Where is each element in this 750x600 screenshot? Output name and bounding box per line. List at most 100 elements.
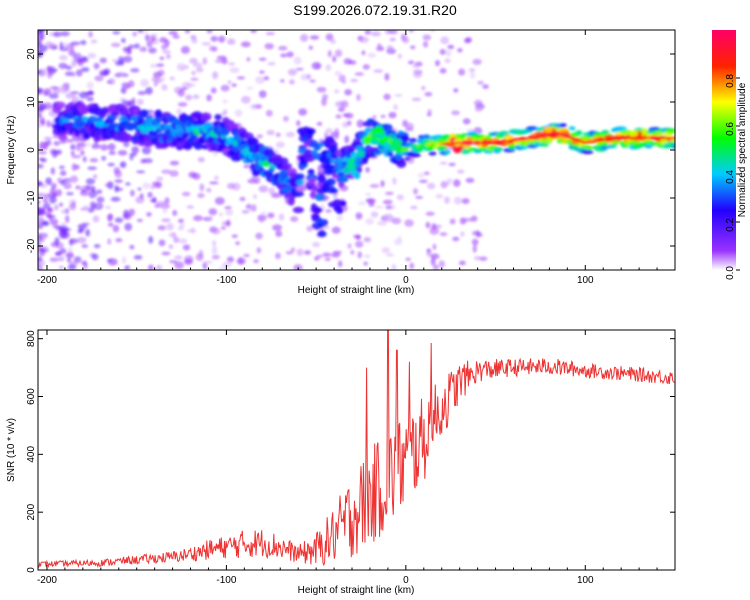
spectrogram-noise-blob <box>325 33 334 41</box>
spectrogram-noise-blob <box>463 37 471 44</box>
spectrogram-noise-blob <box>191 70 196 76</box>
spectrogram-noise-blob <box>94 203 104 207</box>
spectrogram-noise-blob <box>453 179 461 187</box>
spectrogram-noise-blob <box>214 197 225 205</box>
spectrogram-noise-blob <box>129 244 135 250</box>
spectrogram-noise-blob <box>354 72 364 76</box>
spectrogram-noise-blob <box>425 211 435 216</box>
spectrogram-noise-blob <box>157 69 165 77</box>
spectrogram-noise-blob <box>107 213 114 221</box>
spectrogram-noise-blob <box>405 257 411 261</box>
spectrogram-noise-blob <box>68 49 76 56</box>
spectrogram-noise-blob <box>256 247 262 254</box>
spectrogram-noise-blob <box>325 64 332 72</box>
spectrogram-noise-blob <box>52 86 60 95</box>
spectrogram-noise-blob <box>59 225 69 233</box>
spectrogram-noise-blob <box>353 234 362 239</box>
spectrogram-ridge-blob <box>214 114 222 121</box>
spectrogram-noise-blob <box>409 262 415 270</box>
spectrogram-noise-blob <box>107 222 114 227</box>
spectrogram-noise-blob <box>445 49 452 57</box>
spectrogram-noise-blob <box>321 98 327 107</box>
spectrogram-noise-blob <box>107 258 118 266</box>
spectrogram-noise-blob <box>372 114 377 120</box>
spectrogram-noise-blob <box>231 234 238 238</box>
spectrogram-ridge-blob <box>559 123 567 128</box>
spectrogram-ridge-blob <box>612 140 620 145</box>
spectrogram-noise-blob <box>39 143 47 148</box>
spectrogram-x-tick-label: -200 <box>37 275 57 286</box>
spectrogram-ridge-blob <box>154 109 163 118</box>
spectrogram-noise-blob <box>125 182 131 186</box>
spectrogram-ridge-blob <box>56 101 66 109</box>
spectrogram-noise-blob <box>154 203 161 209</box>
spectrogram-noise-blob <box>107 162 115 167</box>
spectrogram-noise-blob <box>392 177 397 185</box>
spectrogram-noise-blob <box>451 110 460 116</box>
spectrogram-noise-blob <box>45 211 51 217</box>
spectrogram-noise-blob <box>364 30 372 35</box>
spectrogram-noise-blob <box>286 51 294 58</box>
spectrogram-noise-blob <box>76 141 87 148</box>
spectrogram-noise-blob <box>346 120 352 126</box>
spectrogram-noise-blob <box>108 151 116 155</box>
spectrogram-ridge-blob <box>444 149 451 155</box>
spectrogram-feature-blob <box>317 142 324 148</box>
spectrogram-noise-blob <box>381 247 391 254</box>
spectrogram-noise-blob <box>282 115 289 122</box>
spectrogram-noise-blob <box>405 122 414 130</box>
spectrogram-ridge-blob <box>279 157 289 165</box>
spectrogram-noise-blob <box>80 189 86 193</box>
colorbar-tick-label: 0.8 <box>725 74 736 88</box>
spectrogram-noise-blob <box>457 47 463 53</box>
spectrogram-noise-blob <box>453 88 459 93</box>
spectrogram-ridge-blob <box>81 116 88 122</box>
spectrogram-noise-blob <box>425 221 431 229</box>
spectrogram-noise-blob <box>59 84 69 92</box>
spectrogram-noise-blob <box>114 217 124 223</box>
spectrogram-noise-blob <box>87 166 97 171</box>
snr-x-tick-label: 100 <box>577 575 594 586</box>
spectrogram-noise-blob <box>308 45 314 50</box>
spectrogram-y-tick-label: 20 <box>26 48 37 60</box>
spectrogram-noise-blob <box>180 46 190 54</box>
spectrogram-noise-blob <box>397 53 403 59</box>
spectrogram-noise-blob <box>460 231 465 237</box>
spectrogram-noise-blob <box>38 151 47 155</box>
spectrogram-noise-blob <box>249 103 257 110</box>
spectrogram-noise-blob <box>149 199 158 203</box>
spectrogram-noise-blob <box>306 225 314 232</box>
spectrogram-feature-blob <box>351 169 358 177</box>
spectrogram-noise-blob <box>193 215 203 222</box>
spectrogram-noise-blob <box>168 30 178 36</box>
snr-y-tick-label: 800 <box>26 330 37 347</box>
spectrogram-noise-blob <box>316 121 323 126</box>
spectrogram-noise-blob <box>80 40 87 45</box>
spectrogram-noise-blob <box>71 72 76 77</box>
spectrogram-noise-blob <box>140 79 150 87</box>
spectrogram-noise-blob <box>66 192 74 196</box>
spectrogram-noise-blob <box>45 177 52 186</box>
spectrogram-noise-blob <box>393 238 403 246</box>
spectrogram-noise-blob <box>86 81 94 89</box>
snr-x-tick-label: -100 <box>216 575 236 586</box>
spectrogram-noise-blob <box>465 177 475 183</box>
spectrogram-noise-blob <box>70 41 81 46</box>
spectrogram-noise-blob <box>169 259 178 264</box>
spectrogram-ridge-blob <box>381 123 393 132</box>
spectrogram-noise-blob <box>192 62 203 68</box>
spectrogram-x-tick-label: 100 <box>577 275 594 286</box>
spectrogram-ridge-blob <box>181 132 189 140</box>
spectrogram-noise-blob <box>161 218 171 223</box>
spectrogram-noise-blob <box>296 248 304 256</box>
spectrogram-noise-blob <box>361 50 366 56</box>
spectrogram-noise-blob <box>210 35 218 42</box>
spectrogram-noise-blob <box>204 260 213 264</box>
spectrogram-noise-blob <box>46 120 51 128</box>
spectrogram-ridge-blob <box>644 144 653 149</box>
colorbar-tick-label: 0.2 <box>725 218 736 232</box>
spectrogram-noise-blob <box>311 61 322 70</box>
spectrogram-noise-blob <box>275 132 281 138</box>
spectrogram-noise-blob <box>169 76 175 81</box>
spectrogram-noise-blob <box>57 254 65 260</box>
